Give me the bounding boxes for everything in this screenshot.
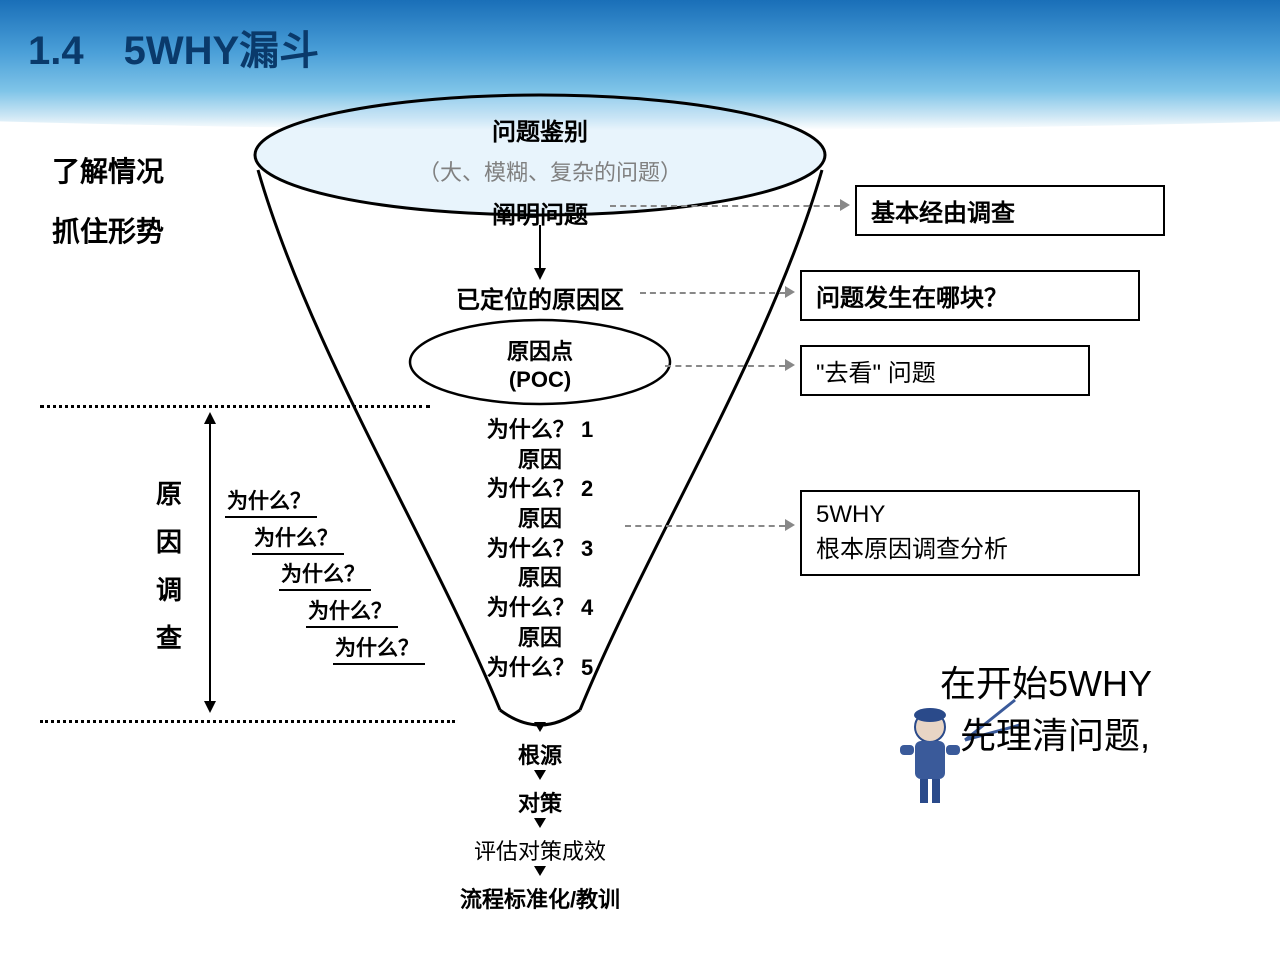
dash-arrow-3: [665, 365, 785, 367]
dotted-top: [40, 405, 430, 408]
bottom-step-3: 评估对策成效: [420, 834, 660, 866]
poc-line2: (POC): [509, 367, 571, 392]
dash-arrow-1: [610, 205, 840, 207]
box-1: 基本经由调查: [855, 185, 1165, 236]
funnel-whys: 为什么？ 1 原因 为什么？ 2 原因 为什么？ 3 原因 为什么？ 4 原因 …: [440, 415, 640, 682]
dotted-bottom: [40, 720, 455, 723]
dash-arrow-4: [625, 525, 785, 527]
box-4: 5WHY 根本原因调查分析: [800, 490, 1140, 576]
box4-l2: 根本原因调查分析: [816, 536, 1008, 563]
left-label-2: 抓住形势: [52, 210, 164, 250]
funnel-located: 已定位的原因区: [400, 280, 680, 315]
funnel-clarify: 阐明问题: [440, 195, 640, 230]
stair-4: 为什么？: [306, 593, 398, 628]
funnel-top-sub: （大、模糊、复杂的问题）: [390, 155, 710, 187]
dash-arrow-2-head: [785, 286, 795, 298]
callout-line1: 在开始5WHY: [940, 660, 1152, 709]
slide-title: 1.4 5WHY漏斗: [28, 18, 319, 76]
vert-label: 原 因 调 查: [152, 470, 186, 662]
box4-l1: 5WHY: [816, 501, 885, 528]
dash-arrow-2: [640, 292, 785, 294]
arrow-down-2: [534, 770, 546, 780]
arrow-down-1: [534, 722, 546, 732]
stair-2: 为什么？: [252, 520, 344, 555]
dash-arrow-4-head: [785, 519, 795, 531]
arrow-down-4: [534, 866, 546, 876]
person-icon: [890, 705, 970, 810]
double-arrow-vert: [195, 410, 225, 715]
box-3: "去看" 问题: [800, 345, 1090, 396]
left-label-1: 了解情况: [52, 150, 164, 190]
stair-3: 为什么？: [279, 556, 371, 591]
dash-arrow-1-head: [840, 199, 850, 211]
callout-line2: 先理清问题,: [960, 712, 1150, 761]
funnel-poc: 原因点 (POC): [440, 338, 640, 393]
funnel-top-title: 问题鉴别: [430, 112, 650, 147]
box-2: 问题发生在哪块？: [800, 270, 1140, 321]
bottom-step-1: 根源: [460, 738, 620, 770]
poc-line1: 原因点: [507, 339, 573, 364]
stair-1: 为什么？: [225, 483, 317, 518]
stair-5: 为什么？: [333, 630, 425, 665]
arrow-down-3: [534, 818, 546, 828]
bottom-step-2: 对策: [460, 786, 620, 818]
dash-arrow-3-head: [785, 359, 795, 371]
bottom-step-4: 流程标准化/教训: [400, 882, 680, 914]
